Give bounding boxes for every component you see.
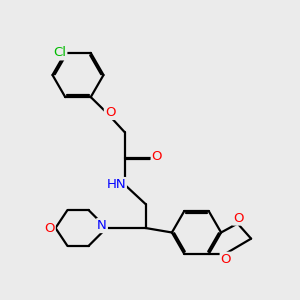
Text: O: O bbox=[44, 221, 55, 235]
Text: N: N bbox=[97, 219, 107, 232]
Text: O: O bbox=[233, 212, 244, 225]
Text: O: O bbox=[220, 253, 231, 266]
Text: O: O bbox=[105, 106, 115, 119]
Text: Cl: Cl bbox=[53, 46, 66, 59]
Text: O: O bbox=[152, 150, 162, 164]
Text: HN: HN bbox=[106, 178, 126, 191]
